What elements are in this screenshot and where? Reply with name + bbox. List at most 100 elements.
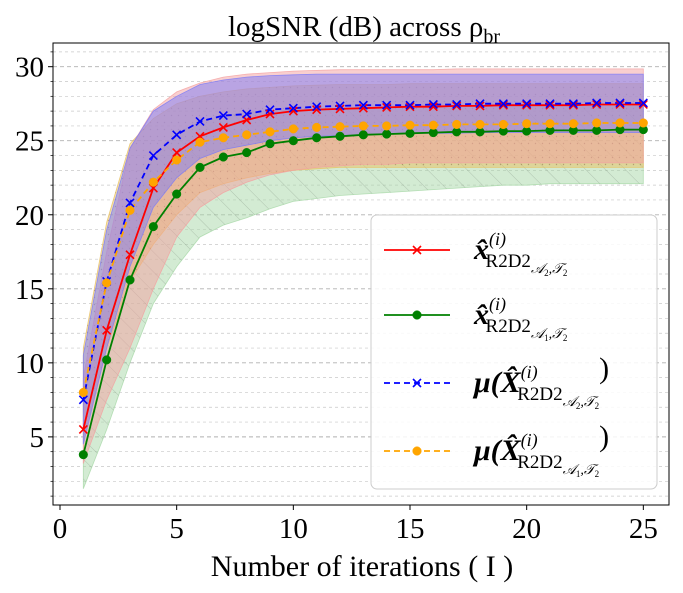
data-point bbox=[405, 100, 415, 110]
data-point bbox=[148, 150, 158, 161]
data-point-stroke bbox=[475, 101, 485, 111]
data-point bbox=[125, 198, 135, 208]
confidence-band bbox=[82, 68, 644, 464]
data-point-stroke bbox=[312, 105, 322, 115]
data-point bbox=[412, 446, 422, 456]
data-point bbox=[615, 98, 625, 108]
data-point bbox=[195, 162, 205, 172]
data-point-stroke bbox=[172, 148, 182, 158]
data-point-stroke bbox=[405, 102, 415, 112]
data-point-stroke bbox=[405, 100, 415, 110]
legend-entry: μ(X̂(i) R2D2𝒜1,𝒯2) bbox=[384, 420, 609, 479]
data-point-stroke bbox=[428, 102, 438, 112]
data-point bbox=[172, 155, 182, 165]
data-point-stroke bbox=[545, 99, 555, 109]
data-point bbox=[592, 98, 602, 108]
data-point-stroke bbox=[288, 103, 298, 113]
data-point-stroke bbox=[78, 395, 88, 405]
data-point bbox=[102, 325, 112, 335]
data-point bbox=[288, 124, 298, 134]
legend-label: x̂(i) R2D2𝒜2,𝒯2 bbox=[473, 229, 567, 278]
data-point-stroke bbox=[125, 198, 135, 208]
data-point bbox=[412, 378, 422, 388]
data-point-stroke bbox=[452, 101, 462, 111]
data-point bbox=[335, 104, 345, 114]
data-point-stroke bbox=[382, 100, 392, 110]
data-point-stroke bbox=[545, 100, 555, 110]
data-point bbox=[125, 205, 135, 215]
data-point bbox=[568, 100, 578, 110]
data-point-stroke bbox=[452, 99, 462, 110]
x-tick-label: 10 bbox=[279, 513, 308, 545]
x-tick-label: 25 bbox=[629, 513, 658, 545]
chart-title-text: logSNR (dB) across ρ bbox=[228, 11, 483, 43]
data-point-stroke bbox=[428, 99, 438, 110]
data-point bbox=[638, 118, 648, 128]
data-point bbox=[568, 119, 578, 129]
data-point bbox=[312, 122, 322, 132]
data-point bbox=[358, 121, 368, 131]
data-point bbox=[382, 121, 392, 131]
data-point-stroke bbox=[615, 99, 625, 110]
data-point bbox=[382, 102, 392, 112]
data-point bbox=[638, 99, 648, 110]
data-point bbox=[428, 99, 438, 110]
chart-title: logSNR (dB) across ρbr bbox=[228, 11, 500, 48]
data-point bbox=[312, 102, 322, 112]
legend-entry: x̂(i) R2D2𝒜1,𝒯2 bbox=[384, 294, 567, 343]
data-point bbox=[522, 119, 532, 129]
x-axis-label: Number of iterations ( I ) bbox=[211, 550, 513, 583]
data-point-stroke bbox=[522, 99, 532, 109]
data-point bbox=[568, 99, 578, 109]
data-point bbox=[382, 100, 392, 110]
data-point bbox=[218, 152, 228, 162]
data-point bbox=[102, 278, 112, 288]
data-point-stroke bbox=[412, 378, 422, 388]
data-point bbox=[475, 99, 485, 109]
data-point-stroke bbox=[172, 130, 182, 140]
data-point-stroke bbox=[288, 106, 298, 116]
data-point bbox=[452, 119, 462, 129]
data-point bbox=[288, 103, 298, 113]
data-point-stroke bbox=[475, 99, 485, 109]
data-point bbox=[242, 130, 252, 140]
x-tick-label: 15 bbox=[396, 513, 425, 545]
data-point bbox=[522, 99, 532, 109]
y-tick-label: 5 bbox=[30, 422, 45, 454]
x-axis-ticks: 0 5 10 15 20 25 bbox=[53, 505, 658, 545]
y-tick-label: 30 bbox=[15, 52, 44, 84]
data-point-stroke bbox=[412, 245, 422, 255]
data-point bbox=[78, 387, 88, 398]
legend-entry: μ(X̂(i) R2D2𝒜2,𝒯2) bbox=[384, 352, 609, 411]
data-point bbox=[638, 98, 648, 108]
data-point bbox=[335, 101, 345, 111]
y-tick-label: 20 bbox=[15, 200, 44, 232]
data-point bbox=[195, 137, 205, 147]
data-point bbox=[615, 118, 625, 128]
data-point bbox=[125, 250, 135, 260]
data-point bbox=[498, 100, 508, 110]
data-point-stroke bbox=[148, 150, 158, 161]
data-point bbox=[78, 450, 88, 460]
data-point bbox=[172, 130, 182, 140]
data-point bbox=[592, 99, 602, 110]
data-point-stroke bbox=[78, 424, 88, 435]
data-point-stroke bbox=[195, 116, 205, 127]
data-point bbox=[428, 120, 438, 130]
data-point-stroke bbox=[382, 102, 392, 112]
data-point bbox=[405, 120, 415, 130]
data-point bbox=[218, 133, 228, 143]
data-point bbox=[148, 222, 158, 232]
data-point-stroke bbox=[312, 102, 322, 112]
data-point bbox=[312, 133, 322, 143]
data-point bbox=[148, 177, 158, 187]
data-point bbox=[498, 119, 508, 129]
data-point bbox=[428, 102, 438, 112]
data-point bbox=[545, 119, 555, 129]
series-markers bbox=[78, 98, 648, 460]
x-tick-label: 5 bbox=[169, 513, 184, 545]
y-tick-label: 25 bbox=[15, 126, 44, 158]
x-tick-label: 20 bbox=[512, 513, 541, 545]
y-axis-ticks: 5 10 15 20 25 30 bbox=[15, 51, 53, 497]
legend-entry: x̂(i) R2D2𝒜2,𝒯2 bbox=[384, 229, 567, 278]
